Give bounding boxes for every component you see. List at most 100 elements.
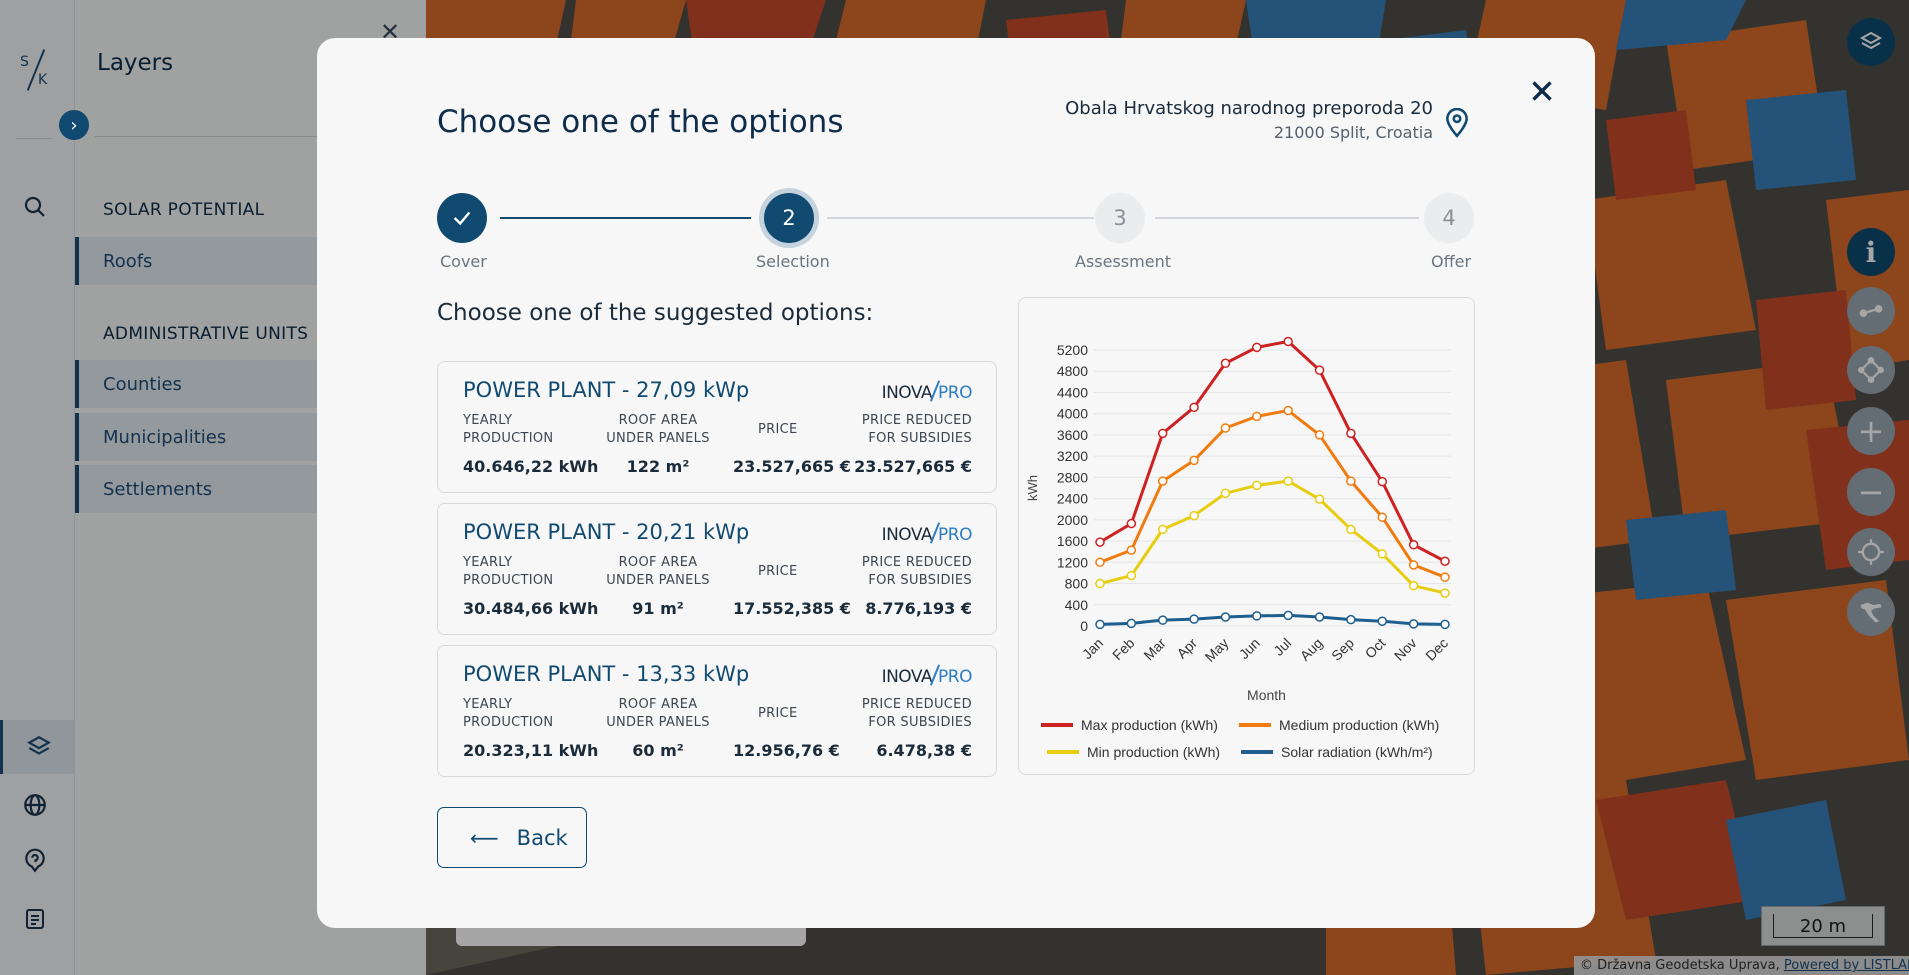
info-button[interactable]: i	[1847, 228, 1895, 276]
layer-item-label: Settlements	[103, 478, 213, 500]
col-roof-area: ROOF AREA UNDER PANELS	[606, 697, 710, 730]
data-point	[1157, 615, 1168, 625]
series-line	[1099, 409, 1446, 579]
x-tick-label: Jul	[1270, 635, 1294, 659]
stepper-line-3	[1155, 217, 1419, 219]
attribution-link[interactable]: Powered by LISTLABS	[1783, 958, 1909, 973]
option-card[interactable]: POWER PLANT - 13,33 kWp INOVA PRO YEARLY P…	[437, 645, 997, 777]
left-rail: S K	[0, 0, 75, 975]
address-block: Obala Hrvatskog narodnog preporoda 20 21…	[1065, 98, 1433, 142]
options-subtitle: Choose one of the suggested options:	[437, 300, 874, 326]
production-value: 40.646,22 kWh	[463, 457, 599, 476]
measure-distance-button[interactable]	[1847, 287, 1895, 335]
data-point	[1095, 537, 1105, 547]
x-tick-label: Apr	[1173, 635, 1200, 662]
x-axis-label: Month	[1247, 687, 1286, 703]
search-icon[interactable]	[16, 188, 54, 226]
step-number: 4	[1442, 206, 1456, 230]
col-price-reduced: PRICE REDUCED FOR SUBSIDIES	[861, 697, 972, 730]
y-tick-label: 2400	[1057, 491, 1088, 507]
data-point	[1346, 476, 1356, 486]
close-modal-button[interactable]	[1525, 74, 1559, 108]
check-icon	[453, 211, 471, 226]
option-title: POWER PLANT - 20,21 kWp	[463, 520, 750, 544]
data-point	[1440, 572, 1450, 582]
price-value: 17.552,385 €	[733, 599, 851, 618]
back-button[interactable]: ⟵ Back	[437, 807, 587, 868]
y-axis-label: kWh	[1025, 475, 1040, 501]
chevron-right-icon: ›	[70, 114, 78, 136]
layers-title: Layers	[97, 50, 174, 76]
data-point	[1126, 618, 1137, 629]
address-city: 21000 Split, Croatia	[1273, 123, 1433, 142]
y-tick-label: 2000	[1057, 512, 1088, 528]
app-logo[interactable]: S K	[18, 44, 54, 96]
x-tick-label: Dec	[1422, 635, 1451, 664]
col-roof-area: ROOF AREA UNDER PANELS	[606, 555, 710, 588]
measure-area-button[interactable]	[1847, 346, 1895, 394]
data-point	[1283, 476, 1293, 486]
scale-label: 20 m	[1772, 914, 1874, 938]
inovapro-logo: INOVA PRO	[882, 380, 972, 403]
series-line	[1099, 479, 1446, 595]
minus-icon: −	[1857, 473, 1885, 511]
basemap-layers-button[interactable]	[1847, 18, 1895, 66]
option-title: POWER PLANT - 27,09 kWp	[463, 378, 750, 402]
data-point	[1189, 402, 1199, 413]
data-point	[1283, 405, 1293, 416]
roof-area-value: 60 m²	[632, 741, 684, 760]
locate-button[interactable]	[1847, 528, 1895, 576]
col-price-reduced: PRICE REDUCED FOR SUBSIDIES	[861, 555, 972, 588]
help-icon[interactable]	[16, 842, 54, 880]
globe-icon[interactable]	[16, 786, 54, 824]
info-icon: i	[1865, 235, 1877, 269]
x-tick-label: Mar	[1140, 635, 1169, 664]
x-tick-label: May	[1202, 635, 1232, 665]
step-label-cover: Cover	[440, 252, 487, 271]
address-street: Obala Hrvatskog narodnog preporoda 20	[1065, 98, 1433, 119]
y-tick-label: 400	[1065, 597, 1089, 613]
polygon-icon	[1858, 357, 1884, 383]
panel-toggle-button[interactable]: ›	[59, 110, 89, 140]
data-point	[1346, 524, 1356, 535]
step-selection[interactable]: 2	[764, 193, 814, 243]
production-chart-card: 0 400 800 1200 1600 2000 2400 2800 3200 3600 4000 4…	[1018, 297, 1475, 775]
y-tick-label: 5200	[1057, 342, 1088, 358]
section-administrative-units: ADMINISTRATIVE UNITS	[103, 324, 309, 344]
map-scale-bar: 20 m	[1761, 906, 1885, 946]
data-point	[1220, 423, 1231, 433]
data-point	[1408, 560, 1419, 570]
plus-icon: +	[1857, 412, 1885, 450]
reduced-price-value: 8.776,193 €	[865, 599, 972, 618]
y-tick-label: 4000	[1057, 406, 1088, 422]
layer-item-label: Counties	[103, 373, 182, 395]
document-icon[interactable]	[16, 900, 54, 938]
data-point	[1126, 518, 1137, 529]
layers-icon[interactable]	[0, 720, 74, 774]
zoom-in-button[interactable]: +	[1847, 407, 1895, 455]
y-tick-label: 2800	[1057, 469, 1088, 485]
option-card[interactable]: POWER PLANT - 27,09 kWp INOVA PRO YEARLY P…	[437, 361, 997, 493]
zoom-out-button[interactable]: −	[1847, 468, 1895, 516]
data-point	[1157, 476, 1168, 486]
data-point	[1408, 580, 1419, 591]
data-point	[1440, 588, 1450, 598]
step-number: 2	[782, 206, 796, 230]
section-solar-potential: SOLAR POTENTIAL	[103, 200, 265, 220]
production-value: 20.323,11 kWh	[463, 741, 599, 760]
logo-letter-k: K	[38, 72, 48, 88]
data-point	[1189, 510, 1199, 521]
step-label-offer: Offer	[1431, 252, 1472, 271]
country-extent-button[interactable]	[1847, 588, 1895, 636]
y-tick-label: 4800	[1057, 363, 1088, 379]
data-point	[1314, 430, 1325, 440]
data-point	[1095, 557, 1105, 568]
data-point	[1377, 476, 1388, 487]
option-card[interactable]: POWER PLANT - 20,21 kWp INOVA PRO YEARLY P…	[437, 503, 997, 635]
y-tick-label: 3600	[1057, 427, 1088, 443]
x-tick-label: Jan	[1079, 635, 1106, 662]
legend-label: Min production (kWh)	[1087, 744, 1220, 760]
col-price: PRICE	[758, 564, 798, 579]
modal-title: Choose one of the options	[437, 104, 844, 140]
step-cover[interactable]	[437, 193, 487, 243]
